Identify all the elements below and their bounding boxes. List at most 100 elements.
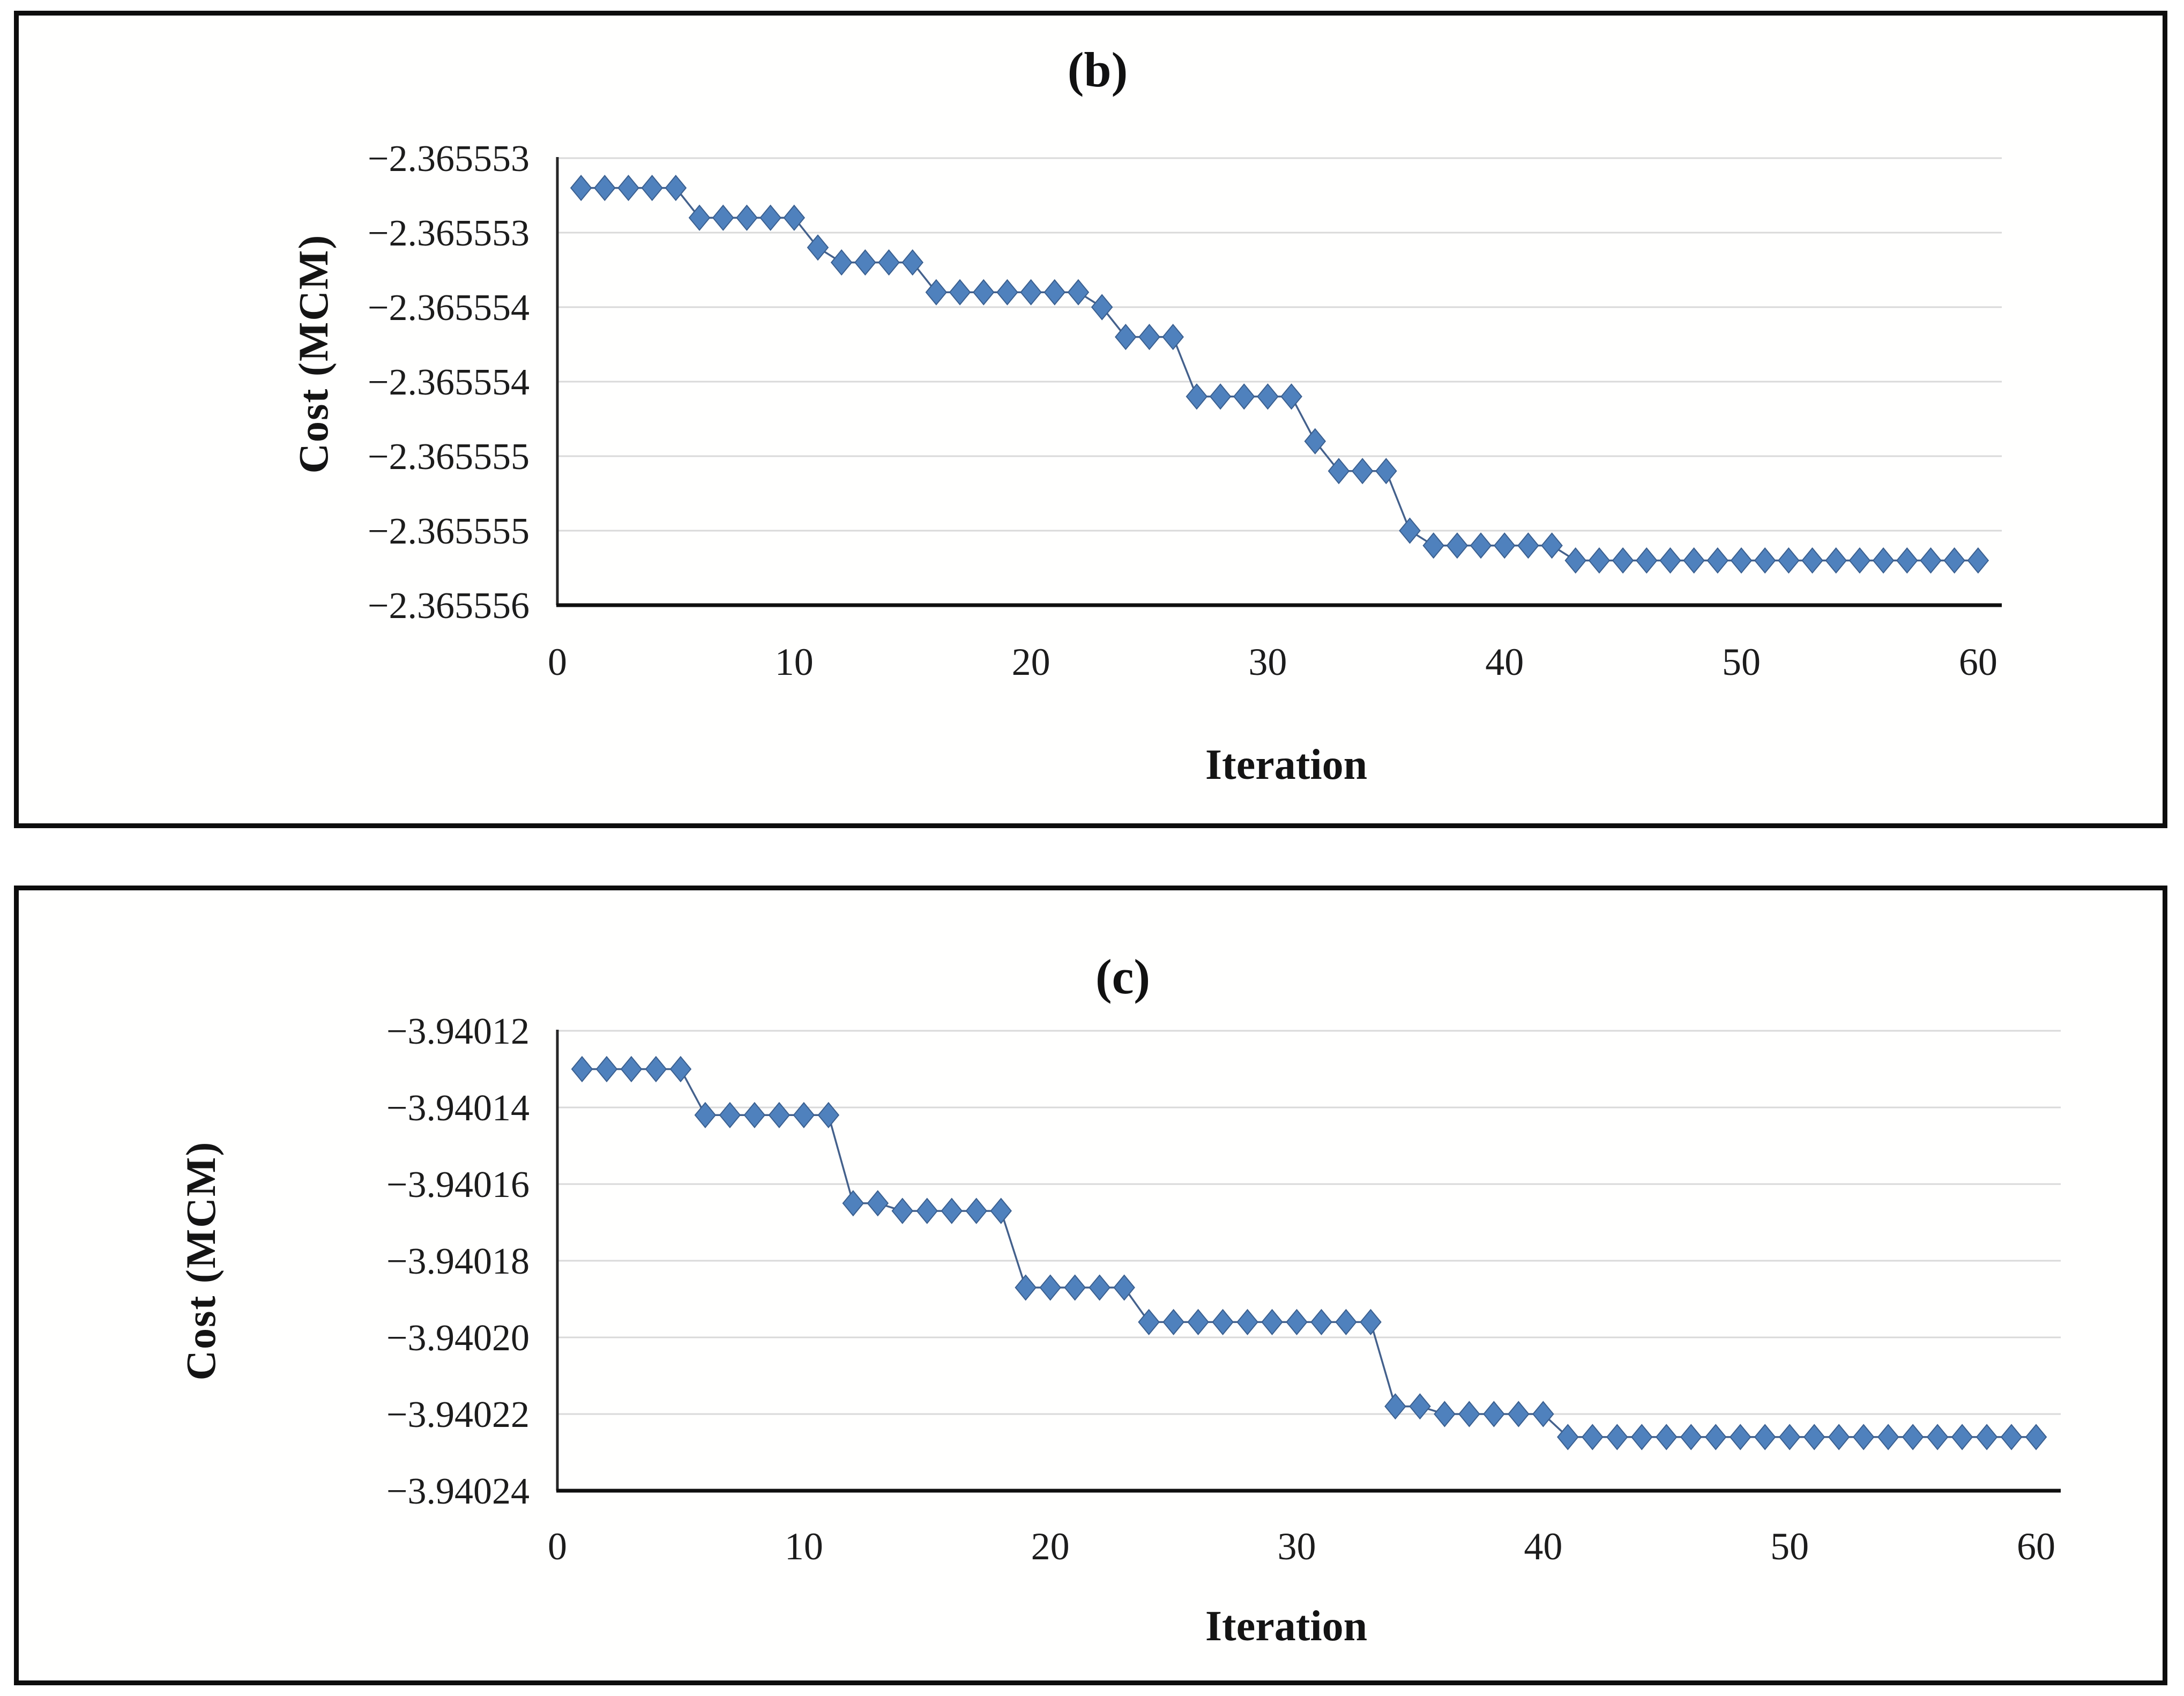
data-point-marker (1825, 547, 1847, 574)
data-point-marker (1422, 532, 1444, 559)
data-point-marker (1384, 1393, 1406, 1420)
data-point-marker (1557, 1424, 1579, 1450)
data-point-marker (694, 1102, 717, 1128)
data-point-marker (1926, 1424, 1949, 1450)
data-point-marker (1778, 1424, 1801, 1450)
data-point-marker (1920, 547, 1942, 574)
data-point-marker (1280, 383, 1302, 410)
data-point-marker (972, 279, 995, 306)
data-point-marker (783, 204, 806, 231)
chart-panel-c: (c) Cost (MCM) −3.94012 −3.94014 −3.94016−… (14, 886, 2167, 1685)
data-point-marker (768, 1102, 791, 1128)
x-tick-label: 40 (1485, 641, 1524, 683)
data-point-marker (1532, 1401, 1554, 1427)
data-point-marker (1138, 1308, 1160, 1335)
plot-svg: −3.94012 −3.94014 −3.94016 −3.94018 −3.94020… (386, 1011, 2061, 1568)
data-point-marker (1236, 1308, 1258, 1335)
data-point-marker (759, 204, 781, 231)
data-point-marker (842, 1190, 864, 1217)
series-line (582, 1068, 2036, 1438)
chart-canvas-c: (c) Cost (MCM) −3.94012 −3.94014 −3.94016−… (19, 890, 2163, 1680)
data-point-marker (1470, 532, 1492, 559)
data-point-marker (1803, 1424, 1825, 1450)
data-point-marker (916, 1197, 938, 1224)
data-point-marker (1257, 383, 1279, 410)
data-point-marker (1801, 547, 1823, 574)
x-tick-label: 0 (548, 1525, 567, 1568)
y-tick-label: −3.94022 (386, 1394, 530, 1435)
data-point-marker (1680, 1424, 1702, 1450)
chart-canvas-b: (b) Cost (MCM) −2.365553 −2.365553 −2.3655… (19, 16, 2163, 823)
chart-title-b: (b) (1067, 42, 1128, 97)
data-point-marker (1655, 1424, 1678, 1450)
data-point-marker (965, 1197, 988, 1224)
data-point-marker (1115, 324, 1137, 351)
data-point-marker (1951, 1424, 1973, 1450)
data-point-marker (1828, 1424, 1850, 1450)
data-point-marker (595, 1055, 618, 1083)
x-tick-label: 10 (775, 641, 814, 683)
data-point-marker (1209, 383, 1232, 410)
data-point-marker (1872, 547, 1895, 574)
y-tick-label: −2.365553 (368, 213, 530, 254)
y-tick-label: −2.365556 (368, 585, 530, 627)
data-point-marker (1564, 547, 1587, 574)
data-point-marker (807, 234, 829, 261)
data-point-marker (1704, 1424, 1727, 1450)
data-point-marker (1064, 1274, 1086, 1301)
y-tick-label: −3.94014 (386, 1088, 530, 1129)
data-point-marker (1286, 1308, 1308, 1335)
data-point-marker (1483, 1401, 1505, 1427)
data-point-marker (665, 175, 687, 202)
x-tick-label: 60 (2017, 1525, 2055, 1568)
y-tick-label: −2.365554 (368, 287, 530, 329)
data-point-marker (1852, 1424, 1875, 1450)
y-tick-label: −3.94024 (386, 1471, 530, 1512)
data-point-marker (1729, 1424, 1751, 1450)
data-point-marker (1683, 547, 1705, 574)
data-point-marker (645, 1055, 667, 1083)
y-tick-label: −3.94020 (386, 1318, 530, 1359)
data-point-marker (1162, 324, 1184, 351)
data-point-marker (1967, 547, 1989, 574)
data-point-marker (1943, 547, 1965, 574)
data-point-marker (1138, 324, 1160, 351)
data-point-marker (594, 175, 616, 202)
x-axis-title-b: Iteration (1205, 741, 1368, 789)
data-point-marker (1091, 294, 1113, 321)
data-point-marker (1636, 547, 1658, 574)
data-point-marker (949, 279, 971, 306)
y-tick-label: −2.365554 (368, 362, 530, 403)
data-point-marker (1458, 1401, 1480, 1427)
data-point-marker (1582, 1424, 1604, 1450)
data-point-marker (1335, 1308, 1357, 1335)
data-point-marker (867, 1190, 889, 1217)
data-point-marker (1754, 1424, 1776, 1450)
data-point-marker (617, 175, 639, 202)
data-point-marker (1360, 1308, 1382, 1335)
data-point-marker (1730, 547, 1753, 574)
data-point-marker (1113, 1274, 1135, 1301)
data-point-marker (1039, 1274, 1061, 1301)
chart-panel-b: (b) Cost (MCM) −2.365553 −2.365553 −2.3655… (14, 11, 2167, 828)
data-point-marker (1446, 532, 1469, 559)
data-point-marker (996, 279, 1018, 306)
series-line (581, 187, 1978, 562)
data-point-marker (1186, 383, 1208, 410)
x-tick-label: 30 (1248, 641, 1287, 683)
data-point-marker (1187, 1308, 1209, 1335)
x-tick-label: 0 (548, 641, 567, 683)
data-point-marker (688, 204, 711, 231)
data-point-marker (793, 1102, 815, 1128)
data-point-marker (571, 1055, 593, 1083)
x-tick-label: 50 (1722, 641, 1761, 683)
x-tick-label: 20 (1031, 1525, 1070, 1568)
data-point-marker (736, 204, 758, 231)
data-point-marker (817, 1102, 840, 1128)
data-point-marker (1399, 517, 1421, 544)
data-point-marker (1877, 1424, 1899, 1450)
data-point-marker (925, 279, 948, 306)
data-point-marker (1508, 1401, 1530, 1427)
data-point-marker (1976, 1424, 1998, 1450)
data-point-marker (1517, 532, 1539, 559)
